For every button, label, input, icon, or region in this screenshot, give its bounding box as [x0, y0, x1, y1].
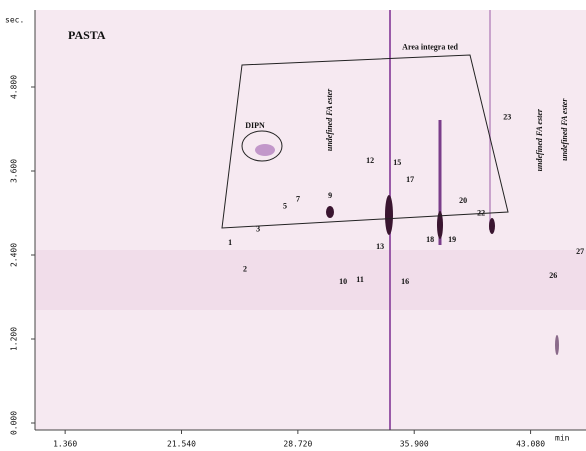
- annotation: 11: [356, 275, 364, 284]
- y-tick-label: 2.400: [10, 243, 19, 267]
- annotation: 20: [459, 196, 467, 205]
- annotation: 17: [406, 175, 414, 184]
- annotation: 26: [549, 271, 557, 280]
- annotation: 16: [401, 277, 409, 286]
- annotation: 27: [576, 247, 584, 256]
- annotation: undefined FA ester: [560, 98, 569, 161]
- y-tick-label: 4.800: [10, 75, 19, 99]
- annotation: 18: [426, 235, 434, 244]
- annotation: 9: [328, 191, 332, 200]
- annotation: 2: [243, 265, 247, 274]
- y-tick-label: 3.600: [10, 159, 19, 183]
- y-tick-label: 0.000: [10, 411, 19, 435]
- plot-background: [35, 10, 586, 430]
- annotation: 22: [477, 209, 485, 218]
- annotation: 23: [503, 113, 511, 122]
- annotation: 5: [283, 202, 287, 211]
- annotation: Area integra ted: [402, 43, 458, 52]
- peak: [255, 144, 275, 156]
- annotation: 19: [448, 235, 456, 244]
- annotation: 3: [256, 225, 260, 234]
- y-tick-label: 1.200: [10, 327, 19, 351]
- y-axis-label: sec.: [5, 16, 24, 25]
- x-tick-label: 35.900: [400, 440, 429, 449]
- annotation: 15: [393, 158, 401, 167]
- annotation: DIPN: [245, 121, 265, 130]
- x-tick-label: 1.360: [53, 440, 77, 449]
- annotation: 10: [339, 277, 347, 286]
- annotation: 1: [228, 238, 232, 247]
- annotation: 13: [376, 242, 384, 251]
- chart-title: PASTA: [68, 28, 106, 42]
- peak: [385, 195, 393, 235]
- x-tick-label: 28.720: [283, 440, 312, 449]
- x-axis-label: min: [555, 434, 570, 443]
- peak: [489, 218, 495, 234]
- peak: [555, 335, 559, 355]
- x-tick-label: 21.540: [167, 440, 196, 449]
- annotation: 7: [296, 195, 300, 204]
- chart: PASTA min sec. 1.360 21.540 28.720 35.900 43…: [0, 0, 586, 451]
- x-tick-label: 43.080: [516, 440, 545, 449]
- annotation: 12: [366, 156, 374, 165]
- annotation: undefined FA ester: [325, 88, 334, 151]
- peak: [326, 206, 334, 218]
- annotation: undefined FA ester: [535, 108, 544, 171]
- band: [35, 250, 586, 310]
